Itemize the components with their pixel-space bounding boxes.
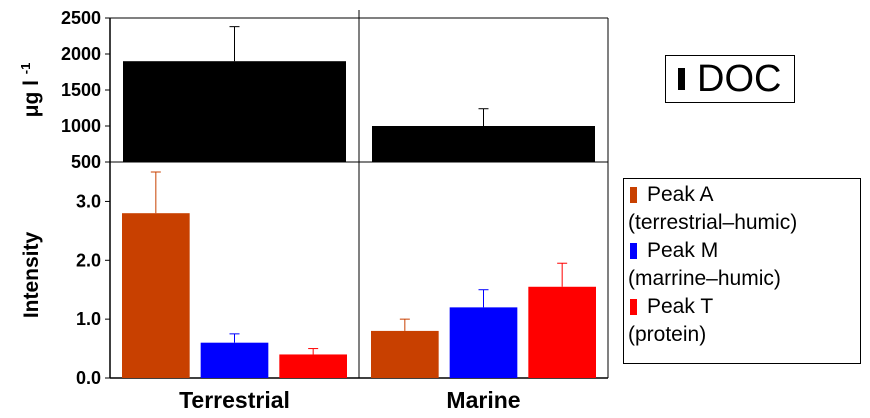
- y-tick-label: 2500: [61, 8, 101, 28]
- legend-swatch-peak-m: [630, 243, 637, 259]
- bar-peak-a-marine: [371, 330, 439, 378]
- y-axis-label-intensity: Intensity: [20, 232, 43, 319]
- y-tick-label: 3.0: [76, 191, 101, 211]
- legend-item-peak-m: Peak M (marrine–humic): [624, 237, 860, 293]
- doc-legend-label: DOC: [697, 58, 782, 100]
- y-tick-label: 1.0: [76, 309, 101, 329]
- bar-peak-t-terrestrial: [279, 354, 347, 378]
- x-category-label-marine: Marine: [446, 387, 520, 413]
- bar-doc-marine: [372, 126, 595, 162]
- legend-label-peak-t: Peak T: [647, 295, 714, 318]
- y-tick-label: 0.0: [76, 368, 101, 388]
- y-tick-label: 1000: [61, 116, 101, 136]
- bar-peak-m-marine: [449, 307, 518, 378]
- legend-item-peak-a: Peak A (terrestrial–humic): [624, 181, 860, 237]
- bar-peak-m-terrestrial: [200, 342, 269, 378]
- legend-desc-peak-a: (terrestrial–humic): [628, 211, 798, 234]
- legend-desc-peak-t: (protein): [628, 323, 707, 346]
- legend-label-peak-m: Peak M: [647, 239, 719, 262]
- legend-item-peak-t: Peak T (protein): [624, 293, 860, 349]
- doc-legend: DOC: [665, 55, 795, 103]
- bar-peak-a-terrestrial: [122, 213, 190, 378]
- y-tick-label: 1500: [61, 80, 101, 100]
- bar-doc-terrestrial: [123, 61, 346, 163]
- y-tick-label: 2.0: [76, 250, 101, 270]
- bar-peak-t-marine: [528, 286, 596, 378]
- x-category-label-terrestrial: Terrestrial: [179, 387, 290, 413]
- legend-swatch-peak-a: [630, 187, 637, 203]
- legend-swatch-peak-t: [630, 299, 637, 315]
- peaks-legend: Peak A (terrestrial–humic) Peak M (marri…: [623, 178, 861, 364]
- legend-label-peak-a: Peak A: [647, 183, 714, 206]
- legend-desc-peak-m: (marrine–humic): [628, 267, 781, 290]
- doc-legend-swatch: [678, 68, 685, 90]
- y-tick-label: 500: [71, 152, 101, 172]
- y-tick-label: 2000: [61, 44, 101, 64]
- y-axis-label-doc: μg l -1: [18, 63, 43, 118]
